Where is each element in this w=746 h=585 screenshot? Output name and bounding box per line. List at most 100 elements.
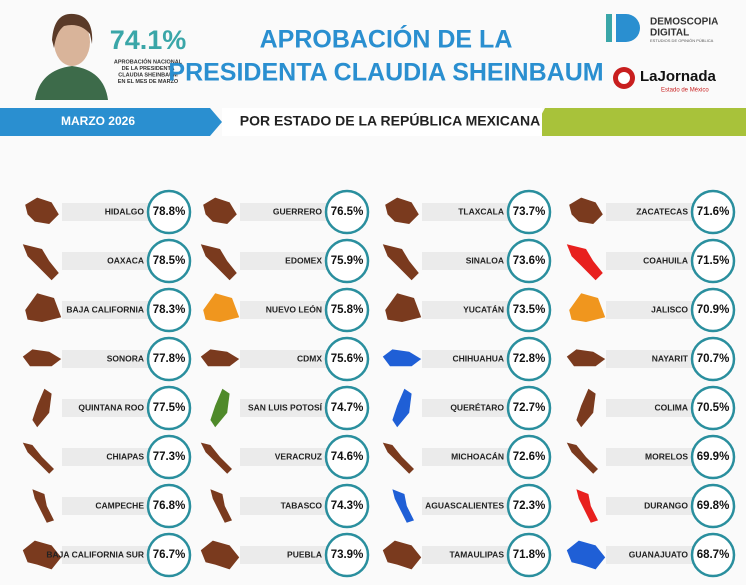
banner-date: MARZO 2026 — [61, 114, 135, 128]
logo-demoscopia: DEMOSCOPIA DIGITAL ESTUDIOS DE OPINIÓN P… — [606, 14, 718, 43]
label-bar — [62, 448, 150, 466]
state-row: COAHUILA 71.5% — [566, 238, 736, 284]
state-value: 72.3% — [513, 500, 546, 512]
label-bar — [62, 252, 150, 270]
logo-tagline: Estado de México — [661, 88, 709, 94]
value-ring — [506, 434, 552, 480]
label-bar — [422, 448, 510, 466]
state-shape — [576, 489, 598, 523]
label-bar — [62, 546, 150, 564]
state-shape — [25, 293, 62, 322]
label-bar — [606, 497, 694, 515]
state-name: COLIMA — [654, 402, 688, 412]
state-name: HIDALGO — [105, 206, 145, 216]
state-shape — [392, 388, 412, 428]
state-row: HIDALGO 78.8% — [25, 189, 192, 235]
state-name: MICHOACÁN — [451, 451, 504, 461]
label-bar — [422, 252, 510, 270]
state-value: 70.5% — [697, 402, 730, 414]
state-name: MORELOS — [645, 451, 688, 461]
value-ring — [324, 483, 370, 529]
banner-white — [222, 108, 542, 136]
value-ring — [146, 483, 192, 529]
value-ring — [324, 336, 370, 382]
state-row: VERACRUZ 74.6% — [200, 434, 370, 480]
value-ring — [146, 238, 192, 284]
state-shape — [200, 349, 240, 367]
state-shape — [200, 442, 232, 474]
national-caption: CLAUDIA SHEINBAUM — [118, 72, 178, 78]
state-row: SINALOA 73.6% — [382, 238, 552, 284]
state-shape — [385, 293, 422, 322]
state-name: NAYARIT — [652, 353, 689, 363]
national-caption: EN EL MES DE MARZO — [118, 79, 179, 85]
state-name: SONORA — [107, 353, 144, 363]
state-value: 75.6% — [331, 353, 364, 365]
state-shape — [22, 244, 59, 281]
state-shape — [22, 442, 54, 474]
state-name: JALISCO — [651, 304, 688, 314]
state-shape — [382, 349, 422, 367]
state-row: COLIMA 70.5% — [576, 385, 736, 431]
state-value: 72.8% — [513, 353, 546, 365]
value-ring — [146, 532, 192, 578]
state-value: 74.6% — [331, 451, 364, 463]
label-bar — [62, 301, 150, 319]
state-shape — [566, 442, 598, 474]
state-value: 72.7% — [513, 402, 546, 414]
state-name: ZACATECAS — [636, 206, 688, 216]
label-bar — [62, 203, 150, 221]
state-value: 72.6% — [513, 451, 546, 463]
state-shape — [566, 349, 606, 367]
value-ring — [506, 336, 552, 382]
state-name: DURANGO — [644, 500, 688, 510]
value-ring — [506, 287, 552, 333]
state-value: 76.8% — [153, 500, 186, 512]
state-name: COAHUILA — [643, 255, 688, 265]
value-ring — [690, 336, 736, 382]
state-value: 77.3% — [153, 451, 186, 463]
title-line: APROBACIÓN DE LA — [260, 24, 513, 54]
value-ring — [690, 434, 736, 480]
label-bar — [422, 301, 510, 319]
state-shape — [569, 293, 606, 322]
state-value: 73.6% — [513, 255, 546, 267]
state-shape — [576, 388, 596, 428]
state-row: ZACATECAS 71.6% — [569, 189, 736, 235]
state-name: VERACRUZ — [275, 451, 322, 461]
value-ring — [324, 287, 370, 333]
state-name: OAXACA — [107, 255, 144, 265]
state-value: 68.7% — [697, 549, 730, 561]
state-row: QUERÉTARO 72.7% — [392, 385, 552, 431]
value-ring — [690, 385, 736, 431]
value-ring — [146, 287, 192, 333]
state-shape — [22, 349, 62, 367]
logo-text: DEMOSCOPIA — [650, 17, 718, 28]
value-ring — [506, 385, 552, 431]
label-bar — [240, 301, 328, 319]
state-value: 77.8% — [153, 353, 186, 365]
state-value: 78.3% — [153, 304, 186, 316]
value-ring — [690, 532, 736, 578]
state-shape — [566, 540, 606, 570]
state-row: CDMX 75.6% — [200, 336, 370, 382]
state-name: CAMPECHE — [95, 500, 144, 510]
state-row: GUERRERO 76.5% — [203, 189, 370, 235]
state-name: TABASCO — [281, 500, 323, 510]
state-shape — [200, 244, 237, 281]
label-bar — [240, 497, 328, 515]
value-ring — [506, 189, 552, 235]
state-row: SAN LUIS POTOSÍ 74.7% — [210, 385, 370, 431]
label-bar — [422, 497, 510, 515]
state-name: BAJA CALIFORNIA SUR — [46, 549, 144, 559]
state-row: CAMPECHE 76.8% — [32, 483, 192, 529]
state-row: TLAXCALA 73.7% — [385, 189, 552, 235]
state-value: 73.9% — [331, 549, 364, 561]
label-bar — [606, 301, 694, 319]
value-ring — [324, 434, 370, 480]
state-name: EDOMEX — [285, 255, 322, 265]
label-bar — [240, 252, 328, 270]
value-ring — [324, 238, 370, 284]
state-row: NUEVO LEÓN 75.8% — [203, 287, 370, 333]
